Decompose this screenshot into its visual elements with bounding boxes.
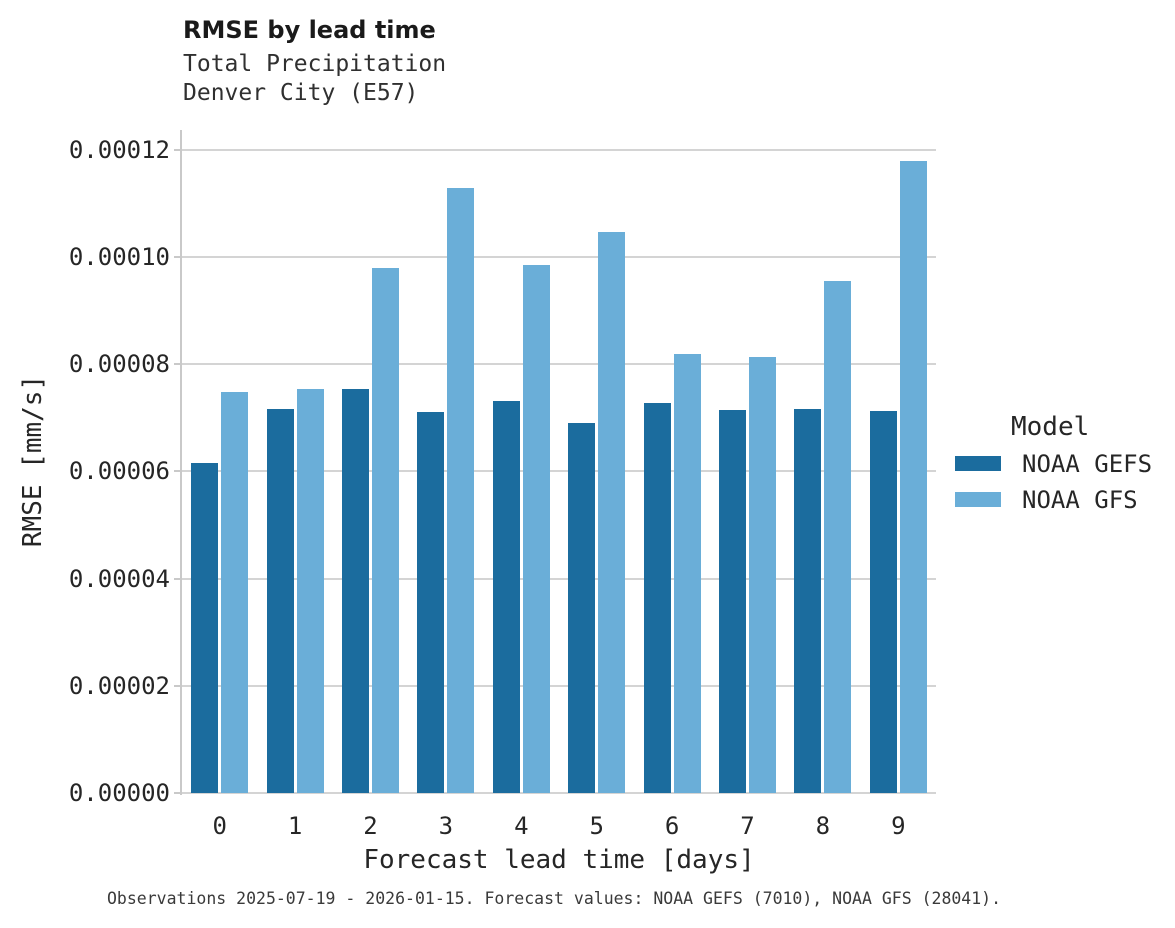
bar-noaa-gefs-lead-3 <box>417 411 445 793</box>
gridline-0.00012 <box>182 148 936 151</box>
gridline-0.00006 <box>182 470 936 473</box>
bar-noaa-gefs-lead-2 <box>342 388 369 793</box>
x-tick-label-9: 9 <box>891 812 906 840</box>
x-axis-title: Forecast lead time [days] <box>363 845 755 875</box>
y-tick-mark <box>174 577 182 580</box>
chart-title: RMSE by lead time <box>183 16 436 44</box>
gridline-0.00008 <box>182 363 936 366</box>
x-tick-label-4: 4 <box>514 812 529 840</box>
x-tick-label-8: 8 <box>815 812 831 840</box>
bar-noaa-gefs-lead-0 <box>191 463 219 793</box>
bar-noaa-gefs-lead-9 <box>869 411 897 793</box>
gridline-0.00010 <box>182 256 936 258</box>
bar-noaa-gefs-lead-4 <box>492 401 520 793</box>
chart-subtitle-station: Denver City (E57) <box>183 80 419 106</box>
y-tick-mark <box>174 363 182 366</box>
gridline-0.00000 <box>182 792 936 794</box>
bar-noaa-gefs-lead-1 <box>266 409 294 793</box>
x-tick-label-0: 0 <box>212 812 227 840</box>
bar-noaa-gefs-lead-6 <box>643 402 671 793</box>
gridline-0.00004 <box>182 577 936 580</box>
y-tick-label: 0.00010 <box>68 243 170 271</box>
y-axis-line <box>180 130 182 795</box>
bar-noaa-gfs-lead-2 <box>372 267 399 793</box>
bar-noaa-gfs-lead-9 <box>899 160 927 793</box>
y-tick-label: 0.00004 <box>68 564 170 593</box>
legend-label-noaa-gfs: NOAA GFS <box>1022 486 1138 514</box>
plot-panel <box>174 130 936 794</box>
y-tick-label: 0.00008 <box>68 350 170 379</box>
legend-swatch-noaa-gefs <box>955 456 1001 471</box>
legend-title: Model <box>1011 412 1090 442</box>
y-tick-mark <box>174 792 182 794</box>
x-tick-label-1: 1 <box>287 812 303 840</box>
y-tick-mark <box>174 256 182 258</box>
bar-noaa-gfs-lead-3 <box>447 188 475 793</box>
bar-noaa-gefs-lead-5 <box>568 422 596 793</box>
legend-swatch-noaa-gfs <box>955 492 1001 507</box>
gridline-0.00002 <box>182 684 936 687</box>
x-tick-label-7: 7 <box>740 812 755 840</box>
bar-noaa-gfs-lead-6 <box>673 354 701 793</box>
bar-noaa-gefs-lead-8 <box>794 409 822 793</box>
chart-subtitle-variable: Total Precipitation <box>183 51 447 77</box>
y-tick-mark <box>174 148 182 151</box>
bar-noaa-gfs-lead-7 <box>749 356 776 793</box>
y-tick-mark <box>174 684 182 687</box>
bar-noaa-gfs-lead-0 <box>221 392 249 793</box>
x-tick-label-3: 3 <box>438 812 454 840</box>
y-tick-label: 0.00012 <box>68 135 170 164</box>
x-tick-label-2: 2 <box>363 812 378 840</box>
y-tick-label: 0.00000 <box>68 779 170 807</box>
bar-noaa-gfs-lead-4 <box>522 264 550 793</box>
y-tick-mark <box>174 470 182 473</box>
bar-noaa-gfs-lead-8 <box>824 281 852 793</box>
x-tick-label-5: 5 <box>589 812 604 840</box>
bar-noaa-gefs-lead-7 <box>719 409 746 793</box>
y-tick-label: 0.00006 <box>68 457 170 486</box>
bar-noaa-gfs-lead-5 <box>598 232 626 793</box>
bar-noaa-gfs-lead-1 <box>296 389 324 793</box>
legend-label-noaa-gefs: NOAA GEFS <box>1022 450 1153 478</box>
caption: Observations 2025-07-19 - 2026-01-15. Fo… <box>107 889 1002 908</box>
y-tick-label: 0.00002 <box>68 671 170 700</box>
x-tick-label-6: 6 <box>664 812 680 840</box>
